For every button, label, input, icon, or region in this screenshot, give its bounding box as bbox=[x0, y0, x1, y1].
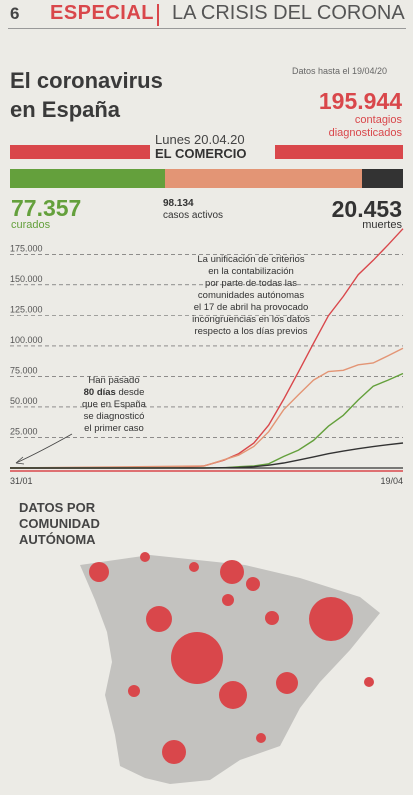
header-band-right bbox=[275, 145, 403, 159]
region-bubble-castilla-leon bbox=[146, 606, 172, 632]
contagios-label-line2: diagnosticados bbox=[328, 127, 402, 139]
y-tick-label: 25.000 bbox=[10, 426, 38, 436]
region-bubble-asturias bbox=[140, 552, 150, 562]
title-line-1: El coronavirus bbox=[10, 68, 163, 93]
stacked-bar-segment-curados bbox=[10, 169, 166, 188]
y-tick-label: 50.000 bbox=[10, 396, 38, 406]
annotation-days-line: que en España bbox=[82, 399, 147, 410]
region-bubble-valencia bbox=[276, 672, 298, 694]
region-bubble-baleares bbox=[364, 677, 374, 687]
series-line-muertes bbox=[10, 442, 404, 469]
annotation-days-line: el primer caso bbox=[84, 423, 144, 434]
map-title-line3: AUTÓNOMA bbox=[19, 532, 96, 547]
activos-label: casos activos bbox=[163, 210, 224, 221]
contagios-label-line1: contagios bbox=[354, 114, 402, 126]
contagios-label: contagios diagnosticados bbox=[329, 114, 402, 140]
annotation-note-line: por parte de todas las bbox=[205, 278, 297, 289]
section-label: ESPECIAL bbox=[50, 2, 155, 24]
newspaper-name: EL COMERCIO bbox=[155, 146, 247, 161]
region-bubble-cataluna bbox=[309, 597, 353, 641]
x-tick-label: 31/01 bbox=[10, 476, 33, 486]
region-bubble-madrid bbox=[171, 632, 223, 684]
region-bubble-murcia bbox=[256, 733, 266, 743]
map-title-line2: COMUNIDAD bbox=[19, 516, 100, 531]
annotation-note-line: en la contabilización bbox=[208, 266, 294, 277]
region-bubble-extremadura bbox=[128, 685, 140, 697]
annotation-days-line: 80 días desde bbox=[84, 387, 145, 398]
page-title: El coronavirus en España bbox=[10, 66, 163, 124]
annotation-arrow bbox=[15, 433, 73, 464]
region-bubble-cantabria bbox=[189, 562, 199, 572]
map-title-line1: DATOS POR bbox=[19, 500, 96, 515]
annotation-note-line: La unificación de criterios bbox=[197, 254, 304, 265]
region-bubble-castilla-la-mancha bbox=[219, 681, 247, 709]
y-tick-label: 125.000 bbox=[10, 304, 43, 314]
header-band-left bbox=[10, 145, 150, 159]
y-tick-label: 150.000 bbox=[10, 274, 43, 284]
region-bubble-andalucia bbox=[162, 740, 186, 764]
region-bubble-aragon bbox=[265, 611, 279, 625]
annotation-days-line: Han pasado bbox=[88, 375, 139, 386]
top-rule bbox=[8, 28, 406, 29]
region-bubble-navarra bbox=[246, 577, 260, 591]
muertes-label: muertes bbox=[362, 219, 402, 231]
region-bubble-la-rioja bbox=[222, 594, 234, 606]
spain-silhouette bbox=[80, 555, 380, 784]
map-title: DATOS POR COMUNIDAD AUTÓNOMA bbox=[19, 500, 100, 548]
curados-value: 77.357 bbox=[11, 195, 82, 221]
annotation-note-line: comunidades autónomas bbox=[198, 290, 304, 301]
as-of-date: Datos hasta el 19/04/20 bbox=[292, 66, 388, 76]
stacked-bar-segment-muertes bbox=[361, 169, 403, 188]
issue-date: Lunes 20.04.20 bbox=[155, 132, 245, 147]
stacked-bar-segment-casos-activos bbox=[165, 169, 362, 188]
annotation-note-line: incongruencias en los datos bbox=[192, 314, 310, 325]
annotation-arrowhead bbox=[15, 456, 25, 465]
y-tick-label: 100.000 bbox=[10, 335, 43, 345]
stacked-bar bbox=[10, 169, 403, 188]
y-tick-label: 175.000 bbox=[10, 243, 43, 253]
curados-label: curados bbox=[11, 219, 51, 231]
title-line-2: en España bbox=[10, 97, 121, 122]
page-number: 6 bbox=[10, 4, 20, 23]
annotation-note-line: el 17 de abril ha provocado bbox=[194, 302, 309, 313]
header-divider bbox=[157, 4, 159, 26]
x-tick-label: 19/04 bbox=[380, 476, 403, 486]
annotation-note-line: respecto a los días previos bbox=[194, 326, 307, 337]
annotation-days-line: se diagnosticó bbox=[84, 411, 145, 422]
muertes-value: 20.453 bbox=[331, 196, 402, 222]
contagios-value: 195.944 bbox=[318, 88, 402, 114]
topic-label: LA CRISIS DEL CORONA bbox=[172, 2, 405, 24]
series-line-activos bbox=[9, 347, 404, 469]
region-bubble-galicia bbox=[89, 562, 109, 582]
region-bubble-pais-vasco bbox=[220, 560, 244, 584]
activos-value: 98.134 bbox=[163, 198, 194, 209]
y-tick-label: 75.000 bbox=[10, 365, 38, 375]
